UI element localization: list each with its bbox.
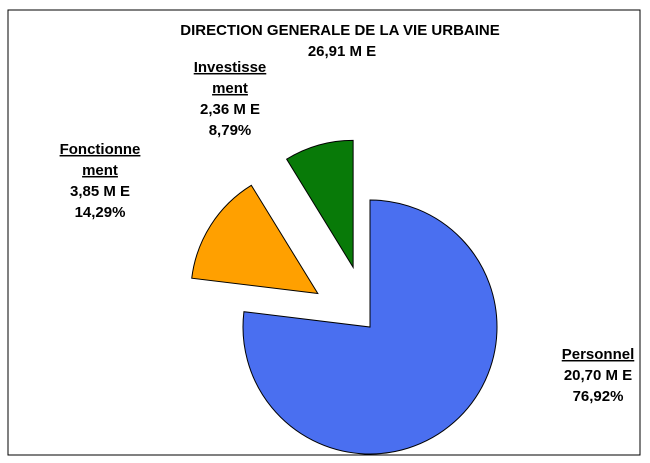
pie-slice	[242, 199, 498, 455]
slice-name: Investisse	[194, 59, 267, 76]
slice-name: Fonctionne	[60, 141, 141, 158]
slice-name: ment	[212, 80, 248, 97]
pie-slice	[285, 139, 354, 270]
percent-label: 14,29%	[75, 204, 126, 221]
chart-subtitle: 26,91 M E	[308, 43, 376, 60]
pie-slice	[191, 184, 319, 295]
value-label: 2,36 M E	[200, 101, 260, 118]
chart-title: DIRECTION GENERALE DE LA VIE URBAINE	[180, 22, 499, 39]
percent-label: 76,92%	[573, 388, 624, 405]
value-label: 3,85 M E	[70, 183, 130, 200]
percent-label: 8,79%	[209, 122, 252, 139]
slice-name: Personnel	[562, 346, 635, 363]
value-label: 20,70 M E	[564, 367, 632, 384]
slice-name: ment	[82, 162, 118, 179]
